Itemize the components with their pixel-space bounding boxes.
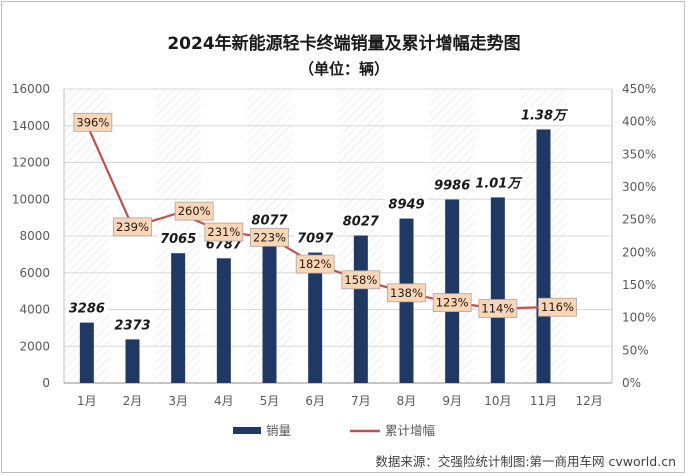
- growth-label-box: [538, 297, 577, 317]
- bar-value-label: 3286: [69, 302, 105, 317]
- x-tick-label: 7月: [351, 394, 371, 408]
- bar-label-bg: [339, 212, 382, 230]
- bar-label-bg: [385, 195, 428, 213]
- y-right-tick: 100%: [622, 311, 656, 325]
- y-right-tick: 200%: [622, 245, 656, 259]
- growth-label-box: [113, 217, 152, 237]
- growth-value-label: 138%: [390, 286, 423, 300]
- growth-value-label: 123%: [436, 296, 469, 310]
- legend-bar-label: 销量: [266, 423, 291, 438]
- bar-2: [125, 339, 140, 383]
- growth-value-label: 116%: [541, 300, 574, 314]
- x-tick-label: 2月: [123, 394, 143, 408]
- bar-label-bg: [111, 316, 154, 334]
- y-right-tick: 300%: [622, 180, 656, 194]
- bar-value-label: 1.38万: [521, 108, 569, 123]
- bar-label-bg: [65, 299, 108, 317]
- y-left-tick: 16000: [12, 82, 50, 96]
- bar-3: [171, 253, 186, 383]
- x-tick-label: 6月: [305, 394, 325, 408]
- y-right-tick: 350%: [622, 147, 656, 161]
- growth-value-label: 182%: [299, 257, 332, 271]
- y-left-tick: 2000: [19, 339, 50, 353]
- bar-label-bg: [518, 106, 569, 124]
- y-left-tick: 0: [42, 376, 50, 390]
- x-tick-label: 4月: [214, 394, 234, 408]
- x-tick-label: 9月: [442, 394, 462, 408]
- x-tick-label: 10月: [484, 394, 511, 408]
- growth-label-box: [73, 112, 113, 132]
- bar-value-label: 8949: [388, 198, 424, 213]
- bar-value-label: 7065: [160, 232, 196, 247]
- growth-value-label: 231%: [207, 225, 240, 239]
- y-left-tick: 8000: [19, 229, 50, 243]
- growth-value-label: 114%: [481, 302, 514, 316]
- source-note: 数据来源：交强险统计制图:第一商用车网 cvworld.cn: [375, 454, 676, 469]
- bar-label-bg: [248, 211, 291, 229]
- growth-label-box: [432, 293, 472, 313]
- growth-label-box: [174, 201, 214, 221]
- bar-label-bg: [431, 176, 474, 194]
- chart-title: 2024年新能源轻卡终端销量及累计增幅走势图: [167, 33, 520, 54]
- bar-7: [353, 235, 368, 383]
- growth-label-box: [250, 227, 289, 247]
- y-left-tick: 4000: [19, 303, 50, 317]
- growth-value-label: 260%: [178, 204, 211, 218]
- growth-label-box: [295, 254, 335, 274]
- x-tick-label: 3月: [168, 394, 188, 408]
- x-tick-label: 12月: [576, 394, 603, 408]
- growth-label-box: [478, 299, 518, 318]
- growth-label-box: [387, 283, 426, 303]
- y-left-tick: 12000: [12, 156, 50, 170]
- bar-value-label: 8027: [343, 215, 380, 230]
- x-tick-label: 5月: [260, 394, 280, 408]
- growth-label-box: [204, 222, 244, 242]
- y-left-tick: 6000: [19, 266, 50, 280]
- growth-value-label: 223%: [253, 230, 286, 244]
- x-tick-label: 8月: [397, 394, 417, 408]
- y-right-tick: 400%: [622, 115, 656, 129]
- bar-value-label: 2373: [114, 318, 150, 333]
- y-right-tick: 50%: [622, 343, 649, 357]
- bar-value-label: 7097: [297, 232, 334, 247]
- x-tick-label: 11月: [530, 394, 557, 408]
- bar-value-label: 8077: [251, 214, 288, 229]
- bar-5: [262, 234, 277, 383]
- bar-6: [308, 252, 323, 383]
- x-tick-label: 1月: [77, 394, 97, 408]
- bar-value-label: 9986: [434, 179, 470, 194]
- y-right-tick: 250%: [622, 213, 656, 227]
- growth-label-box: [341, 270, 381, 290]
- legend-bar-swatch: [233, 427, 261, 434]
- y-right-tick: 0%: [622, 376, 641, 390]
- bar-label-bg: [294, 229, 337, 247]
- y-left-tick: 14000: [12, 119, 50, 133]
- bar-10: [490, 197, 505, 383]
- bar-label-bg: [472, 174, 524, 192]
- bar-9: [445, 199, 460, 383]
- chart-subtitle: （单位：辆）: [299, 60, 389, 78]
- bar-11: [536, 129, 551, 383]
- legend: 销量 累计增幅: [233, 423, 435, 438]
- growth-value-label: 239%: [116, 220, 149, 234]
- y-right-tick: 450%: [622, 82, 656, 96]
- y-right-tick: 150%: [622, 278, 656, 292]
- legend-line-label: 累计增幅: [385, 423, 435, 438]
- growth-value-label: 158%: [344, 273, 377, 287]
- y-left-tick: 10000: [12, 192, 50, 206]
- bar-1: [79, 322, 94, 383]
- bar-value-label: 1.01万: [475, 176, 523, 191]
- bar-4: [216, 258, 231, 383]
- bar-label-bg: [157, 230, 200, 248]
- growth-value-label: 396%: [76, 115, 109, 129]
